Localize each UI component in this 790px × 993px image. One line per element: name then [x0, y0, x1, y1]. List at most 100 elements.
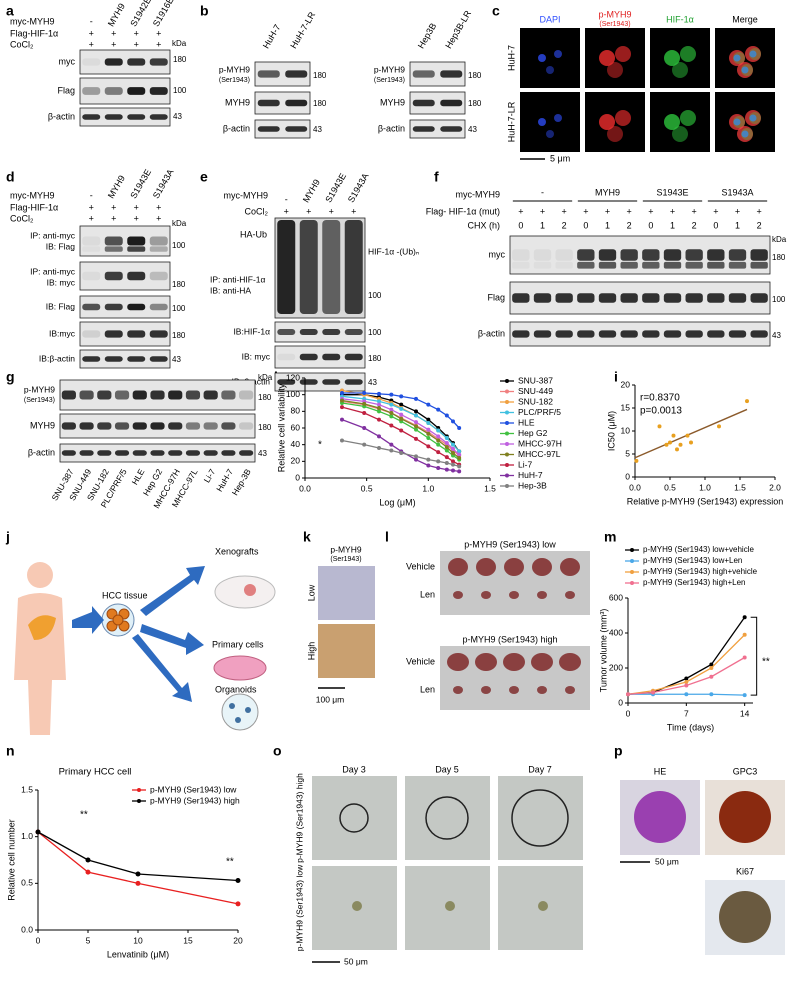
- label: +: [111, 213, 116, 223]
- label: myc: [489, 249, 506, 259]
- data-point: [742, 615, 747, 620]
- data-point: [235, 901, 241, 907]
- blot-band: [79, 390, 94, 400]
- y-tick-label: 1.0: [21, 831, 33, 841]
- blot-band: [82, 87, 101, 95]
- data-point: [362, 391, 367, 395]
- data-point: [426, 436, 431, 440]
- label: +: [692, 206, 697, 216]
- blot-band: [728, 249, 747, 261]
- blot-band: [322, 379, 341, 385]
- organoid-image: [312, 776, 397, 860]
- blot-band: [114, 450, 130, 456]
- data-point: [678, 442, 683, 447]
- blot-band: [299, 353, 318, 361]
- x-tick-label: 1.0: [422, 483, 434, 493]
- data-point: [709, 662, 714, 667]
- blot-band: [221, 390, 236, 400]
- panel-label: n: [6, 743, 15, 759]
- cell: [741, 128, 753, 140]
- y-tick-label: 0.0: [21, 924, 33, 934]
- data-point: [426, 427, 431, 432]
- x-tick-label: 0.5: [664, 482, 676, 492]
- tumor: [481, 686, 491, 694]
- y-tick-label: 40: [291, 439, 301, 449]
- blot-band: [149, 87, 168, 95]
- blot: [79, 295, 171, 319]
- label: MYH9: [225, 97, 250, 107]
- cell: [554, 50, 562, 58]
- data-point: [457, 456, 462, 460]
- panel-label: l: [385, 529, 389, 545]
- label: +: [562, 206, 567, 216]
- data-point: [742, 693, 747, 698]
- label: 0: [518, 220, 523, 230]
- blot: [79, 261, 171, 291]
- tumor: [537, 591, 547, 599]
- blot-band: [257, 99, 280, 107]
- x-tick-label: 0.5: [361, 483, 373, 493]
- blot-band: [257, 126, 280, 132]
- annotation: p=0.0013: [640, 406, 682, 417]
- x-tick-label: 0.0: [299, 483, 311, 493]
- blot-band: [82, 330, 101, 338]
- data-point: [377, 417, 381, 422]
- data-point: [399, 428, 404, 433]
- arrow: [140, 624, 204, 655]
- data-point: [444, 467, 449, 472]
- cell: [733, 54, 741, 62]
- blot-band: [440, 70, 463, 78]
- data-point: [742, 632, 747, 637]
- tumor: [476, 558, 496, 576]
- x-tick-label: 5: [86, 935, 91, 945]
- blot-band: [707, 261, 725, 269]
- label: +: [89, 213, 94, 223]
- label: +: [111, 28, 116, 38]
- blot-band: [114, 422, 130, 430]
- x-tick-label: 2.0: [769, 482, 781, 492]
- label: 43: [772, 331, 781, 340]
- legend-marker: [505, 421, 509, 425]
- label: 180: [368, 354, 382, 363]
- blot-band: [149, 114, 168, 120]
- blot-smear: [299, 220, 318, 314]
- person-body: [14, 593, 66, 735]
- data-point: [399, 416, 404, 421]
- label: +: [156, 202, 161, 212]
- blot: [409, 91, 466, 115]
- data-point: [444, 445, 449, 450]
- data-point: [362, 401, 367, 406]
- tumor: [504, 558, 524, 576]
- blot-band: [512, 249, 530, 261]
- blot-band: [620, 293, 638, 303]
- blot-band: [285, 126, 308, 132]
- data-point: [709, 692, 714, 697]
- blot-band: [185, 450, 201, 456]
- label: HCC tissue: [102, 590, 148, 600]
- blot-band: [750, 249, 768, 261]
- blot-band: [79, 422, 94, 430]
- cell: [615, 110, 631, 126]
- data-point: [377, 406, 381, 410]
- blot-band: [440, 99, 463, 107]
- label: IB:β-actin: [39, 353, 75, 363]
- x-axis-label: Lenvatinib (μM): [107, 949, 169, 959]
- data-point: [742, 655, 747, 660]
- data-point: [685, 433, 690, 438]
- label: kDa: [172, 219, 187, 228]
- dish: [213, 655, 267, 681]
- y-tick-label: 0: [625, 471, 630, 481]
- y-tick-label: 60: [291, 422, 301, 432]
- cell: [733, 116, 745, 128]
- blot-band: [221, 422, 236, 430]
- label: myc-MYH9: [10, 16, 55, 26]
- label: β-actin: [223, 123, 250, 133]
- blot-band: [104, 114, 123, 120]
- blot-band: [285, 99, 308, 107]
- blot-band: [555, 330, 573, 338]
- legend-label: Hep G2: [518, 428, 548, 438]
- label: 50 μm: [655, 856, 679, 866]
- legend-label: SNU-387: [518, 375, 553, 385]
- cell: [607, 126, 623, 142]
- label: 43: [172, 355, 181, 364]
